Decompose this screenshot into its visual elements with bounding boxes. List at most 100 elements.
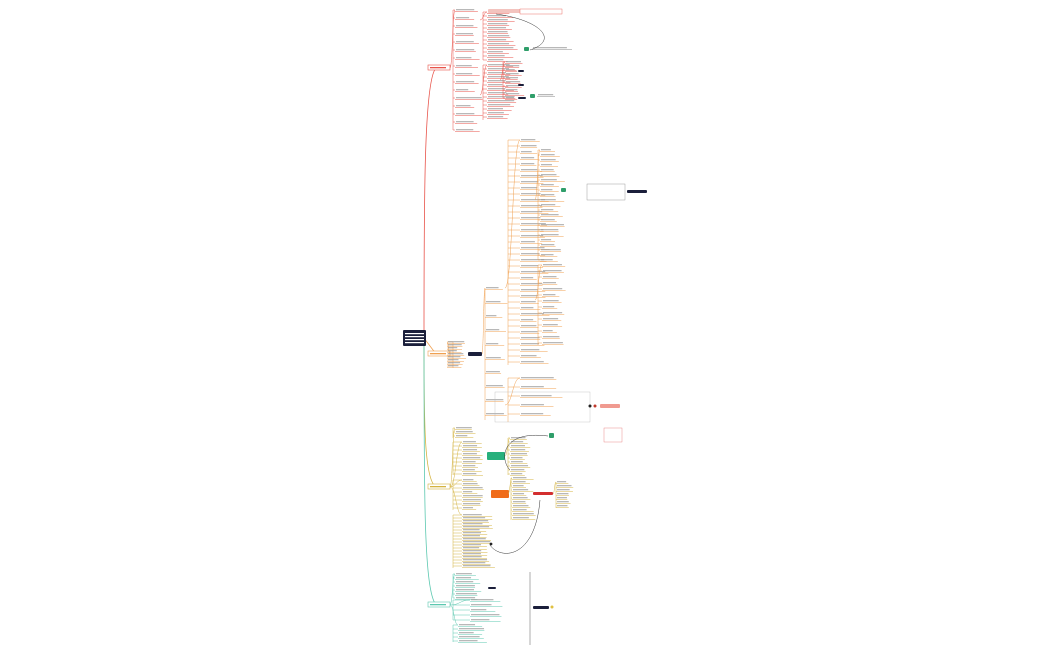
tag — [518, 97, 526, 99]
leaf-text — [463, 461, 476, 463]
root-text — [405, 336, 424, 338]
leaf-text — [463, 491, 473, 493]
leaf-text — [557, 489, 570, 491]
leaf-text — [488, 112, 504, 114]
connector — [481, 287, 486, 420]
leaf-text — [506, 97, 514, 99]
leaf-text — [456, 89, 469, 91]
icon — [524, 47, 529, 51]
connector — [499, 61, 506, 98]
leaf-text — [511, 445, 525, 447]
leaf-text — [488, 35, 510, 37]
leaf-text — [521, 229, 544, 231]
leaf-text — [456, 9, 475, 11]
leaf-text — [521, 386, 544, 388]
leaf-text — [521, 235, 544, 237]
leaf-text — [463, 445, 478, 447]
leaf-text — [511, 469, 525, 471]
tag — [518, 84, 524, 86]
leaf-text — [521, 337, 540, 339]
branch-text — [430, 604, 446, 606]
leaf-text — [488, 27, 507, 29]
leaf-text — [456, 73, 473, 75]
leaf-text — [521, 139, 536, 141]
branch-text — [430, 67, 446, 69]
leaf-text — [538, 94, 554, 96]
root-text — [405, 339, 424, 341]
root-text — [405, 342, 424, 344]
leaf-text — [448, 347, 458, 349]
leaf-text — [456, 25, 474, 27]
leaf-text — [521, 223, 546, 225]
leaf-text — [486, 399, 504, 401]
leaf-text — [521, 265, 539, 267]
leaf-text — [471, 619, 490, 621]
leaf-text — [513, 509, 527, 511]
leaf-text — [456, 589, 475, 591]
leaf-text — [521, 413, 544, 415]
leaf-text — [456, 585, 475, 587]
leaf-text — [506, 77, 519, 79]
leaf-text — [541, 229, 559, 231]
leaf-text — [541, 179, 557, 181]
leaf-text — [459, 624, 476, 626]
leaf-text — [463, 503, 481, 505]
green-node — [487, 452, 505, 460]
leaf-text — [513, 485, 524, 487]
leaf-text — [456, 33, 474, 35]
leaf-text — [557, 501, 569, 503]
branch-text — [430, 353, 446, 355]
leaf-text — [506, 61, 522, 63]
leaf-text — [486, 287, 499, 289]
tag — [488, 587, 496, 589]
trunk — [423, 337, 437, 606]
connector — [507, 477, 513, 520]
leaf-text — [543, 300, 559, 302]
leaf-text — [511, 441, 524, 443]
leaf-text — [448, 350, 457, 352]
leaf-text — [513, 493, 525, 495]
bullet — [593, 404, 597, 408]
leaf-text — [488, 23, 508, 25]
leaf-text — [488, 84, 503, 86]
leaf-text — [471, 614, 500, 616]
leaf-text — [463, 562, 486, 564]
leaf-text — [486, 343, 499, 345]
note-box — [603, 427, 623, 443]
leaf-text — [543, 288, 563, 290]
leaf-text — [488, 72, 506, 74]
leaf-text — [521, 253, 540, 255]
leaf-text — [456, 41, 474, 43]
leaf-text — [488, 96, 515, 98]
leaf-text — [463, 535, 480, 537]
leaf-text — [463, 487, 483, 489]
leaf-text — [463, 469, 475, 471]
leaf-text — [541, 224, 564, 226]
leaf-text — [488, 39, 507, 41]
leaf-text — [557, 485, 572, 487]
leaf-text — [521, 301, 536, 303]
highlight-node — [600, 404, 620, 408]
leaf-text — [463, 479, 474, 481]
leaf-text — [463, 507, 474, 509]
leaf-text — [488, 51, 503, 53]
leaf-text — [543, 294, 556, 296]
relation-curve — [495, 13, 545, 51]
leaf-text — [521, 151, 532, 153]
leaf-text — [463, 495, 483, 497]
leaf-text — [521, 193, 541, 195]
dark-node — [627, 190, 647, 193]
leaf-text — [513, 505, 529, 507]
connector — [449, 9, 456, 130]
connector — [449, 604, 459, 642]
leaf-text — [521, 145, 537, 147]
leaf-text — [541, 209, 554, 211]
leaf-text — [521, 313, 544, 315]
leaf-text — [456, 435, 468, 437]
leaf-text — [543, 276, 557, 278]
leaf-text — [541, 254, 554, 256]
leaf-text — [521, 295, 538, 297]
leaf-text — [541, 159, 556, 161]
leaf-text — [456, 129, 474, 131]
leaf-text — [511, 473, 523, 475]
